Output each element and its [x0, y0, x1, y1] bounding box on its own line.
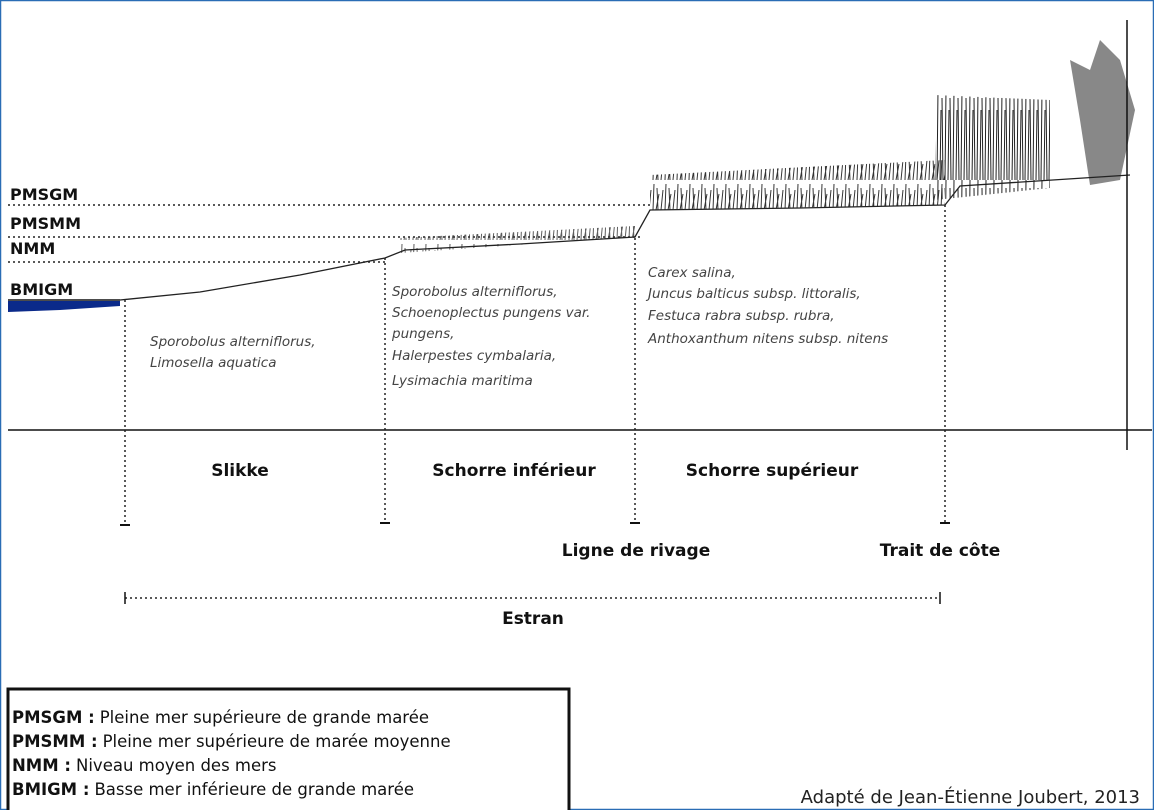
legend-definition: Pleine mer supérieure de grande marée	[100, 708, 429, 727]
legend-definition: Niveau moyen des mers	[76, 756, 277, 775]
species-line: Sporobolus alterniflorus,	[150, 334, 316, 350]
legend-entry: BMIGM : Basse mer inférieure de grande ma…	[12, 780, 414, 799]
level-label: BMIGM	[10, 280, 73, 299]
legend-definition: Basse mer inférieure de grande marée	[94, 780, 414, 799]
species-line: Schoenoplectus pungens var.	[392, 305, 590, 321]
level-label: NMM	[10, 239, 55, 258]
vegetation	[650, 160, 945, 210]
zone-label: Schorre supérieur	[686, 461, 859, 481]
credit: Adapté de Jean-Étienne Joubert, 2013	[801, 786, 1140, 808]
species-line: Anthoxanthum nitens subsp. nitens	[647, 331, 888, 347]
shrub	[1070, 40, 1135, 185]
marker-label: Ligne de rivage	[562, 541, 710, 561]
legend-term: NMM :	[12, 756, 71, 775]
legend-term: BMIGM :	[12, 780, 89, 799]
species-line: Juncus balticus subsp. littoralis,	[645, 286, 861, 302]
legend-definition: Pleine mer supérieure de marée moyenne	[103, 732, 451, 751]
legend-entry: NMM : Niveau moyen des mers	[12, 756, 277, 775]
species-line: Carex salina,	[648, 265, 736, 281]
water	[8, 301, 120, 312]
species-line: pungens,	[391, 326, 454, 342]
species-line: Festuca rabra subsp. rubra,	[648, 308, 835, 324]
legend-term: PMSGM :	[12, 708, 95, 727]
species-line: Limosella aquatica	[150, 355, 277, 371]
zone-label: Slikke	[211, 461, 269, 481]
species-line: Sporobolus alterniflorus,	[392, 284, 558, 300]
legend-term: PMSMM :	[12, 732, 98, 751]
boundary-ticks	[120, 523, 950, 525]
legend-entry: PMSGM : Pleine mer supérieure de grande m…	[12, 708, 429, 727]
species-line: Lysimachia maritima	[392, 373, 533, 389]
estran-label: Estran	[502, 609, 564, 629]
legend-entry: PMSMM : Pleine mer supérieure de marée mo…	[12, 732, 451, 751]
level-label: PMSMM	[10, 214, 81, 233]
zone-label: Schorre inférieur	[432, 461, 596, 481]
species-line: Halerpestes cymbalaria,	[392, 348, 556, 364]
marker-label: Trait de côte	[880, 541, 1001, 561]
species-group: Sporobolus alterniflorus, Limosella aquat…	[150, 265, 888, 389]
level-label: PMSGM	[10, 185, 78, 204]
diagram: Estran Slikke Schorre inférieur Schorre …	[0, 0, 1154, 810]
